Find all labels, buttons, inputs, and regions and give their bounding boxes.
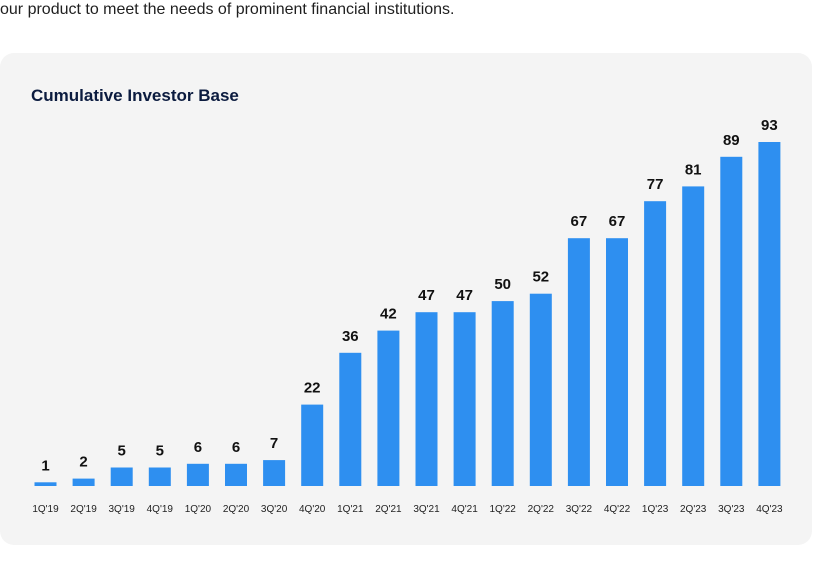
bar-3Q'20 [263,460,286,486]
x-tick-label: 3Q'22 [566,504,593,515]
data-label-1Q'19: 1 [41,457,49,474]
x-tick-label: 2Q'21 [375,504,402,515]
x-tick-label: 4Q'19 [147,504,174,515]
bar-2Q'22 [529,293,552,486]
x-tick-label: 1Q'19 [32,504,59,515]
x-tick-label: 2Q'22 [528,504,555,515]
data-label-2Q'23: 81 [685,161,702,178]
bar-1Q'23 [644,201,667,486]
data-label-4Q'20: 22 [304,380,321,397]
data-label-4Q'19: 5 [156,443,164,460]
x-tick-label: 2Q'19 [70,504,97,515]
data-label-3Q'21: 47 [418,287,435,304]
bar-1Q'21 [339,352,362,486]
data-label-3Q'23: 89 [723,132,740,149]
bar-1Q'20 [186,463,209,486]
data-label-2Q'20: 6 [232,439,240,456]
data-label-2Q'21: 42 [380,306,397,323]
bar-3Q'19 [110,467,133,486]
x-tick-label: 3Q'19 [109,504,136,515]
intro-text: our product to meet the needs of promine… [0,1,455,18]
bar-3Q'23 [720,156,743,487]
bar-2Q'23 [682,186,705,486]
bar-1Q'19 [34,482,57,486]
x-tick-label: 1Q'22 [490,504,517,515]
x-tick-label: 3Q'20 [261,504,288,515]
data-label-3Q'22: 67 [571,213,588,230]
bar-2Q'21 [377,330,400,486]
chart-card [0,53,812,545]
data-label-4Q'23: 93 [761,117,778,134]
data-label-1Q'23: 77 [647,176,664,193]
bar-1Q'22 [491,301,514,486]
x-tick-label: 4Q'20 [299,504,326,515]
bar-4Q'23 [758,142,781,486]
bar-2Q'19 [72,478,95,486]
bar-3Q'22 [567,238,590,486]
x-tick-label: 1Q'23 [642,504,669,515]
bar-4Q'22 [606,238,628,486]
x-tick-label: 2Q'23 [680,504,707,515]
data-label-4Q'22: 67 [609,213,626,230]
data-label-2Q'22: 52 [532,269,549,286]
data-label-1Q'22: 50 [494,276,511,293]
x-tick-label: 2Q'20 [223,504,250,515]
data-label-3Q'20: 7 [270,435,278,452]
data-label-2Q'19: 2 [79,454,87,471]
x-tick-label: 3Q'21 [413,504,440,515]
bar-3Q'21 [415,312,438,486]
chart-title: Cumulative Investor Base [31,86,239,105]
bar-4Q'21 [453,312,476,486]
bar-2Q'20 [225,463,247,486]
x-tick-label: 4Q'22 [604,504,631,515]
x-tick-label: 4Q'21 [451,504,478,515]
data-label-1Q'20: 6 [194,439,202,456]
x-tick-label: 4Q'23 [756,504,783,515]
data-label-3Q'19: 5 [118,443,126,460]
x-tick-label: 1Q'21 [337,504,364,515]
bar-4Q'20 [301,404,324,486]
bar-4Q'19 [148,467,171,486]
data-label-4Q'21: 47 [456,287,473,304]
x-tick-label: 3Q'23 [718,504,745,515]
data-label-1Q'21: 36 [342,328,359,345]
x-tick-label: 1Q'20 [185,504,212,515]
